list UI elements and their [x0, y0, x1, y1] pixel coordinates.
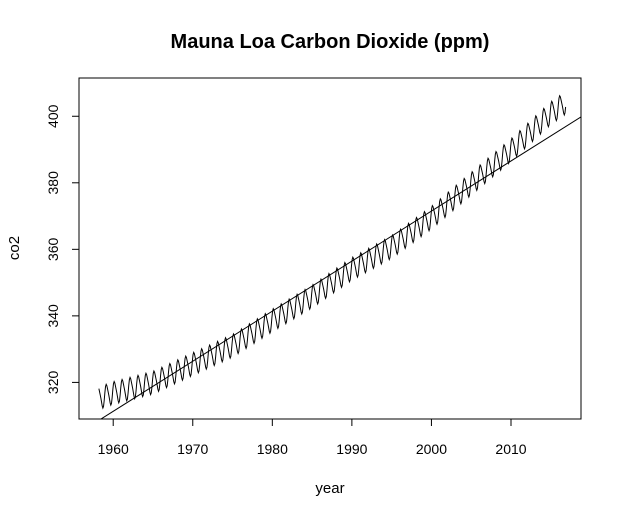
- plot-frame: [78, 77, 582, 420]
- y-axis-label: co2: [6, 236, 23, 260]
- x-tick-label: 1980: [257, 441, 288, 457]
- x-tick-label: 2010: [495, 441, 526, 457]
- x-tick-label: 1960: [98, 441, 129, 457]
- x-tick-label: 2000: [416, 441, 447, 457]
- y-tick-label: 360: [45, 237, 61, 261]
- y-tick-label: 380: [45, 171, 61, 195]
- x-tick-label: 1970: [177, 441, 208, 457]
- x-axis: 1960 1970 1980 1990 2000 2010: [98, 418, 527, 457]
- plot-series: [98, 94, 581, 419]
- y-tick-label: 400: [45, 104, 61, 128]
- chart-title: Mauna Loa Carbon Dioxide (ppm): [171, 31, 490, 53]
- trend-fit-line: [100, 116, 581, 419]
- y-axis: 320 340 360 380 400: [45, 104, 80, 395]
- x-tick-label: 1990: [336, 441, 367, 457]
- co2-series-line: [98, 94, 567, 410]
- y-tick-label: 340: [45, 304, 61, 328]
- x-axis-label: year: [315, 480, 344, 497]
- y-tick-label: 320: [45, 371, 61, 395]
